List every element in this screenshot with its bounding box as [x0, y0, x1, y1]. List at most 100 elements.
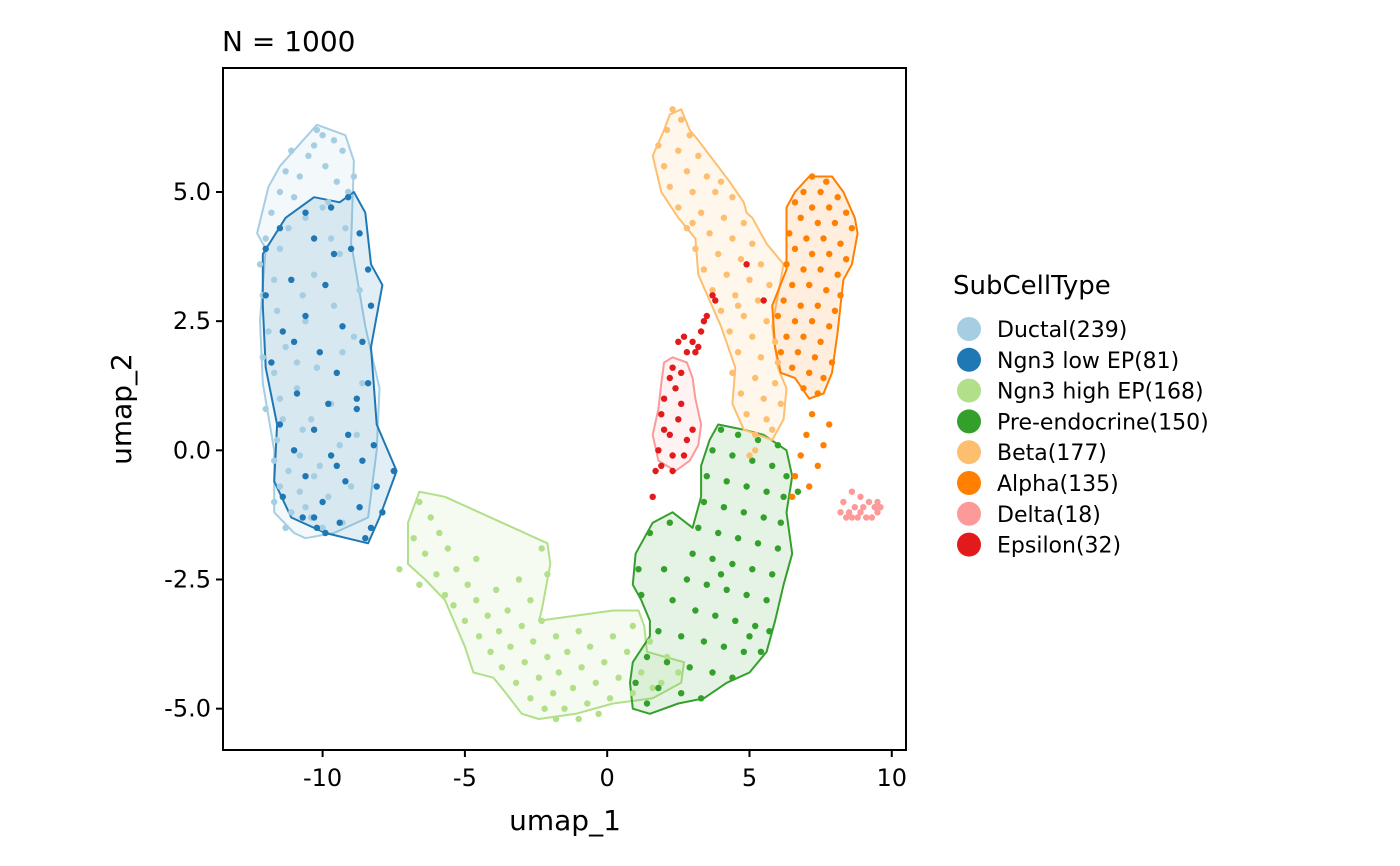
- point-0-47: [336, 442, 343, 449]
- point-3-23: [774, 545, 782, 552]
- point-6-3: [851, 504, 858, 511]
- point-3-34: [703, 581, 710, 588]
- point-2-25: [530, 638, 537, 645]
- point-6-17: [874, 498, 881, 506]
- point-5-14: [803, 235, 810, 242]
- point-5-50: [826, 421, 833, 428]
- point-4-48: [743, 411, 750, 418]
- legend-key-5: [957, 471, 981, 495]
- legend-label-0: Ductal(239): [997, 318, 1127, 343]
- point-0-20: [273, 307, 281, 314]
- point-4-47: [777, 400, 784, 407]
- legend-label-5: Alpha(135): [997, 472, 1119, 497]
- point-4-5: [675, 147, 682, 154]
- point-1-10: [262, 292, 269, 299]
- point-2-16: [484, 612, 491, 619]
- point-3-6: [749, 457, 756, 464]
- point-5-10: [814, 219, 821, 227]
- point-7-11: [692, 349, 699, 356]
- point-5-25: [789, 281, 796, 289]
- y-axis: -5.0 -2.5 0.0 2.5 5.0: [164, 178, 223, 723]
- point-4-23: [715, 250, 722, 258]
- point-6-7: [863, 514, 870, 521]
- point-1-26: [370, 442, 377, 449]
- point-1-14: [279, 328, 286, 335]
- point-0-24: [271, 369, 278, 376]
- point-3-26: [689, 550, 696, 557]
- point-0-69: [296, 452, 303, 459]
- point-2-61: [538, 545, 545, 552]
- point-3-58: [678, 690, 685, 697]
- point-1-37: [379, 509, 386, 516]
- point-1-4: [356, 230, 363, 237]
- point-4-24: [737, 256, 745, 263]
- point-2-29: [521, 659, 528, 666]
- point-4-15: [697, 209, 705, 216]
- point-4-45: [737, 390, 745, 397]
- point-0-5: [322, 163, 329, 170]
- point-3-63: [746, 633, 753, 640]
- point-3-1: [734, 431, 742, 438]
- point-1-22: [353, 405, 360, 413]
- point-5-7: [826, 204, 833, 211]
- point-3-25: [646, 529, 654, 537]
- point-0-0: [313, 126, 321, 134]
- point-5-46: [820, 374, 827, 382]
- point-4-31: [732, 292, 739, 299]
- point-0-7: [296, 173, 303, 180]
- point-1-5: [262, 245, 269, 252]
- point-7-10: [683, 349, 691, 356]
- plot-panel-border: [222, 67, 907, 751]
- point-2-51: [541, 705, 548, 712]
- point-3-39: [669, 597, 676, 604]
- point-7-1: [712, 297, 719, 304]
- point-1-28: [327, 452, 335, 459]
- point-7-2: [709, 292, 716, 299]
- point-0-37: [271, 498, 278, 506]
- point-1-0: [345, 194, 352, 201]
- point-5-19: [826, 250, 833, 258]
- point-1-49: [313, 524, 321, 531]
- point-0-38: [288, 509, 295, 516]
- point-3-41: [712, 612, 719, 619]
- point-4-27: [723, 271, 730, 278]
- point-2-58: [575, 715, 582, 723]
- point-1-18: [333, 369, 340, 376]
- point-2-60: [544, 571, 551, 578]
- point-2-36: [535, 674, 543, 681]
- point-2-26: [552, 633, 560, 640]
- point-3-29: [749, 566, 756, 573]
- point-3-2: [754, 436, 762, 444]
- point-5-23: [817, 266, 824, 273]
- point-4-55: [734, 302, 742, 309]
- point-2-11: [464, 581, 471, 588]
- point-2-63: [515, 576, 523, 583]
- point-0-63: [350, 173, 358, 180]
- point-7-4: [700, 318, 708, 325]
- point-0-26: [276, 395, 284, 402]
- point-2-10: [441, 591, 449, 599]
- point-0-10: [290, 194, 298, 201]
- point-6-11: [868, 514, 876, 521]
- point-3-55: [729, 674, 736, 681]
- point-6-10: [874, 509, 881, 516]
- point-5-36: [826, 323, 833, 330]
- point-1-3: [276, 225, 284, 232]
- x-axis: -10 -5 0 5 10: [303, 750, 907, 792]
- point-0-40: [282, 524, 289, 531]
- point-7-5: [697, 328, 705, 335]
- point-4-43: [752, 374, 759, 382]
- point-5-57: [789, 493, 796, 500]
- point-5-53: [797, 452, 804, 459]
- point-7-30: [649, 493, 656, 500]
- point-5-26: [806, 281, 813, 289]
- point-1-30: [390, 467, 397, 475]
- point-4-40: [757, 354, 765, 361]
- point-0-11: [325, 199, 332, 206]
- point-2-43: [527, 695, 534, 702]
- point-1-47: [353, 395, 360, 402]
- point-1-33: [373, 483, 380, 490]
- point-6-0: [848, 488, 856, 495]
- point-0-12: [268, 209, 275, 216]
